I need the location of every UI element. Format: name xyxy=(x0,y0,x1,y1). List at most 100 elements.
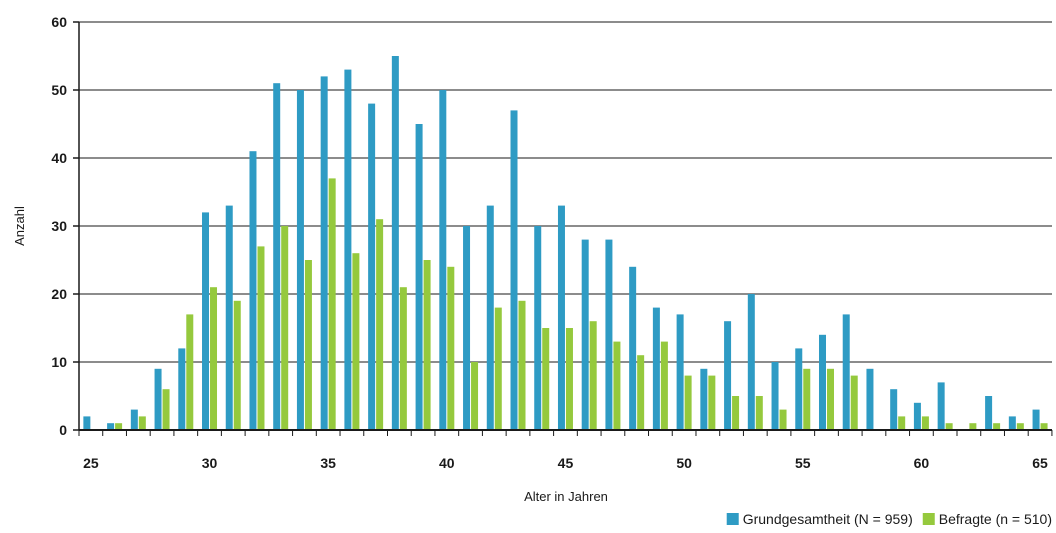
bar-grundgesamtheit xyxy=(202,212,210,430)
bar-befragte xyxy=(755,396,763,430)
bar-befragte xyxy=(637,355,645,430)
bar-grundgesamtheit xyxy=(985,396,993,430)
bar-befragte xyxy=(732,396,740,430)
bar-befragte xyxy=(186,314,194,430)
bar-grundgesamtheit xyxy=(130,409,138,430)
bar-befragte xyxy=(518,300,526,430)
bar-befragte xyxy=(447,266,455,430)
bar-grundgesamtheit xyxy=(771,362,779,430)
bar-grundgesamtheit xyxy=(344,69,352,430)
bar-grundgesamtheit xyxy=(83,416,91,430)
bar-grundgesamtheit xyxy=(700,368,708,430)
bar-grundgesamtheit xyxy=(178,348,186,430)
y-tick-label: 10 xyxy=(51,354,67,370)
bar-befragte xyxy=(921,416,929,430)
bar-befragte xyxy=(138,416,146,430)
bar-grundgesamtheit xyxy=(652,307,660,430)
x-tick-label: 35 xyxy=(320,455,336,471)
bar-befragte xyxy=(969,423,977,430)
bar-befragte xyxy=(542,328,550,430)
bar-befragte xyxy=(898,416,906,430)
y-tick-label: 60 xyxy=(51,14,67,30)
bar-befragte xyxy=(423,260,431,430)
y-tick-label: 20 xyxy=(51,286,67,302)
bar-grundgesamtheit xyxy=(320,76,328,431)
bar-befragte xyxy=(115,423,123,430)
x-tick-label: 60 xyxy=(914,455,930,471)
bar-grundgesamtheit xyxy=(510,110,518,431)
x-tick-label: 50 xyxy=(676,455,692,471)
bar-befragte xyxy=(613,341,621,430)
legend-label: Grundgesamtheit (N = 959) xyxy=(743,511,913,527)
x-tick-label: 25 xyxy=(83,455,99,471)
bar-befragte xyxy=(328,178,336,430)
bar-grundgesamtheit xyxy=(249,151,257,430)
x-tick-label: 40 xyxy=(439,455,455,471)
bar-befragte xyxy=(660,341,668,430)
bar-grundgesamtheit xyxy=(463,226,471,430)
bar-befragte xyxy=(1016,423,1024,430)
bar-befragte xyxy=(850,375,858,430)
bar-grundgesamtheit xyxy=(581,239,589,430)
bar-grundgesamtheit xyxy=(605,239,613,430)
legend-swatch xyxy=(726,513,739,525)
legend-label: Befragte (n = 510) xyxy=(939,511,1052,527)
bar-grundgesamtheit xyxy=(391,56,399,430)
bar-befragte xyxy=(281,226,289,430)
bar-grundgesamtheit xyxy=(415,124,423,430)
bar-befragte xyxy=(1040,423,1048,430)
bar-grundgesamtheit xyxy=(225,205,233,430)
x-tick-label: 30 xyxy=(202,455,218,471)
bars xyxy=(83,56,1048,431)
bar-befragte xyxy=(708,375,716,430)
x-tick-label: 45 xyxy=(558,455,574,471)
x-axis-label: Alter in Jahren xyxy=(524,489,608,504)
bar-grundgesamtheit xyxy=(818,334,826,430)
bar-grundgesamtheit xyxy=(557,205,565,430)
axes xyxy=(78,22,1053,436)
bar-grundgesamtheit xyxy=(296,90,304,430)
bar-befragte xyxy=(376,219,384,430)
bar-befragte xyxy=(589,321,597,430)
bar-grundgesamtheit xyxy=(913,402,921,430)
bar-befragte xyxy=(352,253,360,430)
bar-befragte xyxy=(471,362,479,430)
bar-befragte xyxy=(304,260,312,430)
y-tick-label: 0 xyxy=(59,422,67,438)
bar-grundgesamtheit xyxy=(534,226,542,430)
bar-befragte xyxy=(993,423,1001,430)
bar-grundgesamtheit xyxy=(795,348,803,430)
bar-grundgesamtheit xyxy=(866,368,874,430)
bar-grundgesamtheit xyxy=(273,83,281,430)
bar-befragte xyxy=(210,287,218,430)
grid-lines xyxy=(73,21,1052,431)
bar-befragte xyxy=(399,287,407,430)
bar-grundgesamtheit xyxy=(368,103,376,430)
bar-befragte xyxy=(779,409,787,430)
bar-grundgesamtheit xyxy=(439,90,447,430)
bar-befragte xyxy=(945,423,953,430)
bar-grundgesamtheit xyxy=(1008,416,1016,430)
bar-grundgesamtheit xyxy=(1032,409,1040,430)
bar-grundgesamtheit xyxy=(747,294,755,430)
bar-grundgesamtheit xyxy=(629,266,637,430)
bar-grundgesamtheit xyxy=(676,314,684,430)
y-tick-label: 30 xyxy=(51,218,67,234)
x-tick-labels: 25 30 35 40 45 50 55 60 65 xyxy=(83,455,1048,471)
bar-grundgesamtheit xyxy=(486,205,494,430)
x-tick-label: 65 xyxy=(1032,455,1048,471)
y-tick-labels: 0 10 20 30 40 50 60 xyxy=(51,14,67,438)
bar-grundgesamtheit xyxy=(107,423,115,430)
x-tick-label: 55 xyxy=(795,455,811,471)
bar-grundgesamtheit xyxy=(890,389,898,430)
bar-befragte xyxy=(684,375,692,430)
bar-befragte xyxy=(826,368,834,430)
bar-befragte xyxy=(803,368,811,430)
y-tick-label: 50 xyxy=(51,82,67,98)
bar-grundgesamtheit xyxy=(937,382,945,430)
bar-befragte xyxy=(565,328,573,430)
bar-grundgesamtheit xyxy=(154,368,162,430)
bar-grundgesamtheit xyxy=(724,321,732,430)
bar-befragte xyxy=(233,300,241,430)
